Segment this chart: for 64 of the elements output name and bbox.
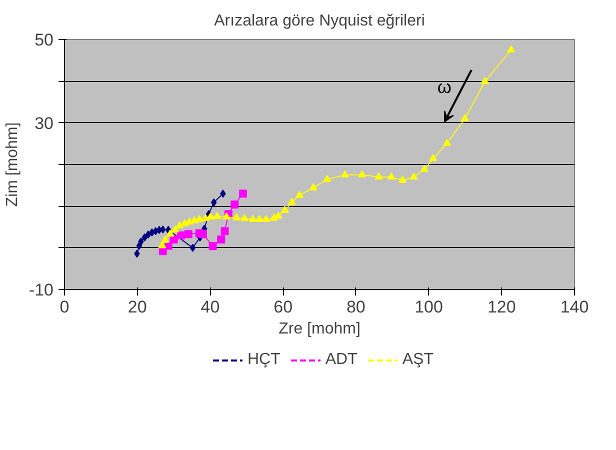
point <box>255 214 264 222</box>
point <box>198 230 207 238</box>
point <box>232 213 240 220</box>
point <box>248 214 257 222</box>
point <box>374 172 383 180</box>
point <box>270 214 278 221</box>
point <box>288 198 296 205</box>
x-axis-title: Zre [mohm] <box>278 320 360 338</box>
point <box>323 174 332 182</box>
point <box>420 164 428 172</box>
y-axis-title: Zim [mohm] <box>4 122 21 207</box>
point <box>177 231 186 240</box>
point <box>220 190 226 198</box>
point <box>387 172 396 180</box>
point <box>460 114 469 122</box>
point <box>262 214 270 222</box>
point <box>158 241 166 248</box>
point <box>176 221 184 228</box>
point <box>160 226 166 234</box>
point <box>211 198 217 206</box>
point <box>220 227 229 236</box>
point <box>429 154 438 162</box>
point <box>145 230 152 238</box>
x-tick-label: 20 <box>128 298 147 316</box>
y-tick-label: -10 <box>28 280 54 300</box>
point <box>142 233 148 242</box>
point <box>280 206 289 213</box>
point <box>410 172 418 180</box>
point <box>239 190 247 198</box>
point <box>166 230 174 237</box>
point <box>341 170 349 178</box>
point <box>398 176 407 183</box>
x-tick-label: 80 <box>346 298 366 316</box>
point <box>295 190 304 198</box>
point <box>134 250 140 258</box>
point <box>190 244 196 252</box>
legend-label: AŞT <box>402 351 434 369</box>
point <box>217 236 226 244</box>
point <box>309 183 318 190</box>
chart-title: Arızalara göre Nyquist eğrileri <box>214 12 425 30</box>
point <box>208 242 217 250</box>
point <box>206 212 215 220</box>
y-tick-label: 50 <box>34 30 54 50</box>
point <box>161 236 170 243</box>
point <box>230 200 239 208</box>
point <box>171 225 180 232</box>
x-tick-label: 0 <box>60 298 70 316</box>
x-tick-label: 100 <box>414 298 443 316</box>
point <box>507 45 516 52</box>
x-tick-label: 60 <box>274 298 293 316</box>
point <box>213 212 222 220</box>
point <box>358 170 366 178</box>
y-tick-label: 30 <box>34 114 54 133</box>
point <box>480 77 489 84</box>
point <box>138 238 144 246</box>
point <box>184 230 192 238</box>
x-tick-label: 120 <box>487 298 516 316</box>
x-tick-label: 140 <box>560 298 589 316</box>
legend-label: ADT <box>325 351 358 369</box>
x-tick-label: 40 <box>200 298 220 316</box>
legend-label: HÇT <box>247 351 280 369</box>
point <box>240 214 248 222</box>
point <box>443 138 451 146</box>
annotation: ω <box>437 77 452 97</box>
